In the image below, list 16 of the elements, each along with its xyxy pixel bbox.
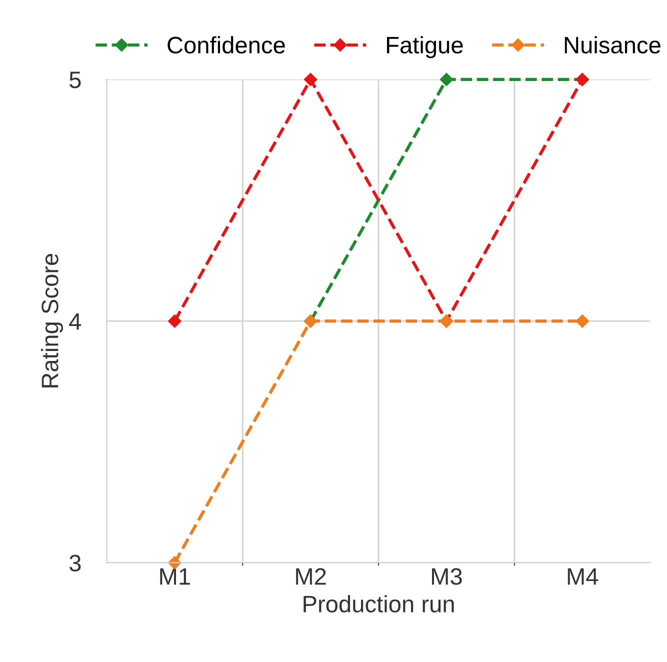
x-tick-label: M1 <box>160 568 190 585</box>
legend-label: Fatigue <box>387 36 463 58</box>
point <box>304 72 318 86</box>
y-axis-title: Rating Score <box>41 254 64 388</box>
x-axis-title: Production run <box>304 595 454 612</box>
legend-label: Confidence <box>168 36 285 54</box>
x-tick-label: M4 <box>568 568 598 585</box>
y-tick-label: 4 <box>69 313 82 330</box>
legend-label: Nuisance <box>564 36 660 54</box>
y-tick-label: 5 <box>70 72 81 88</box>
x-tick-label: M3 <box>432 568 462 585</box>
point <box>440 72 454 86</box>
point <box>168 314 182 328</box>
point <box>576 314 589 328</box>
x-tick-label: M2 <box>296 568 326 585</box>
y-tick-label: 3 <box>69 554 81 572</box>
